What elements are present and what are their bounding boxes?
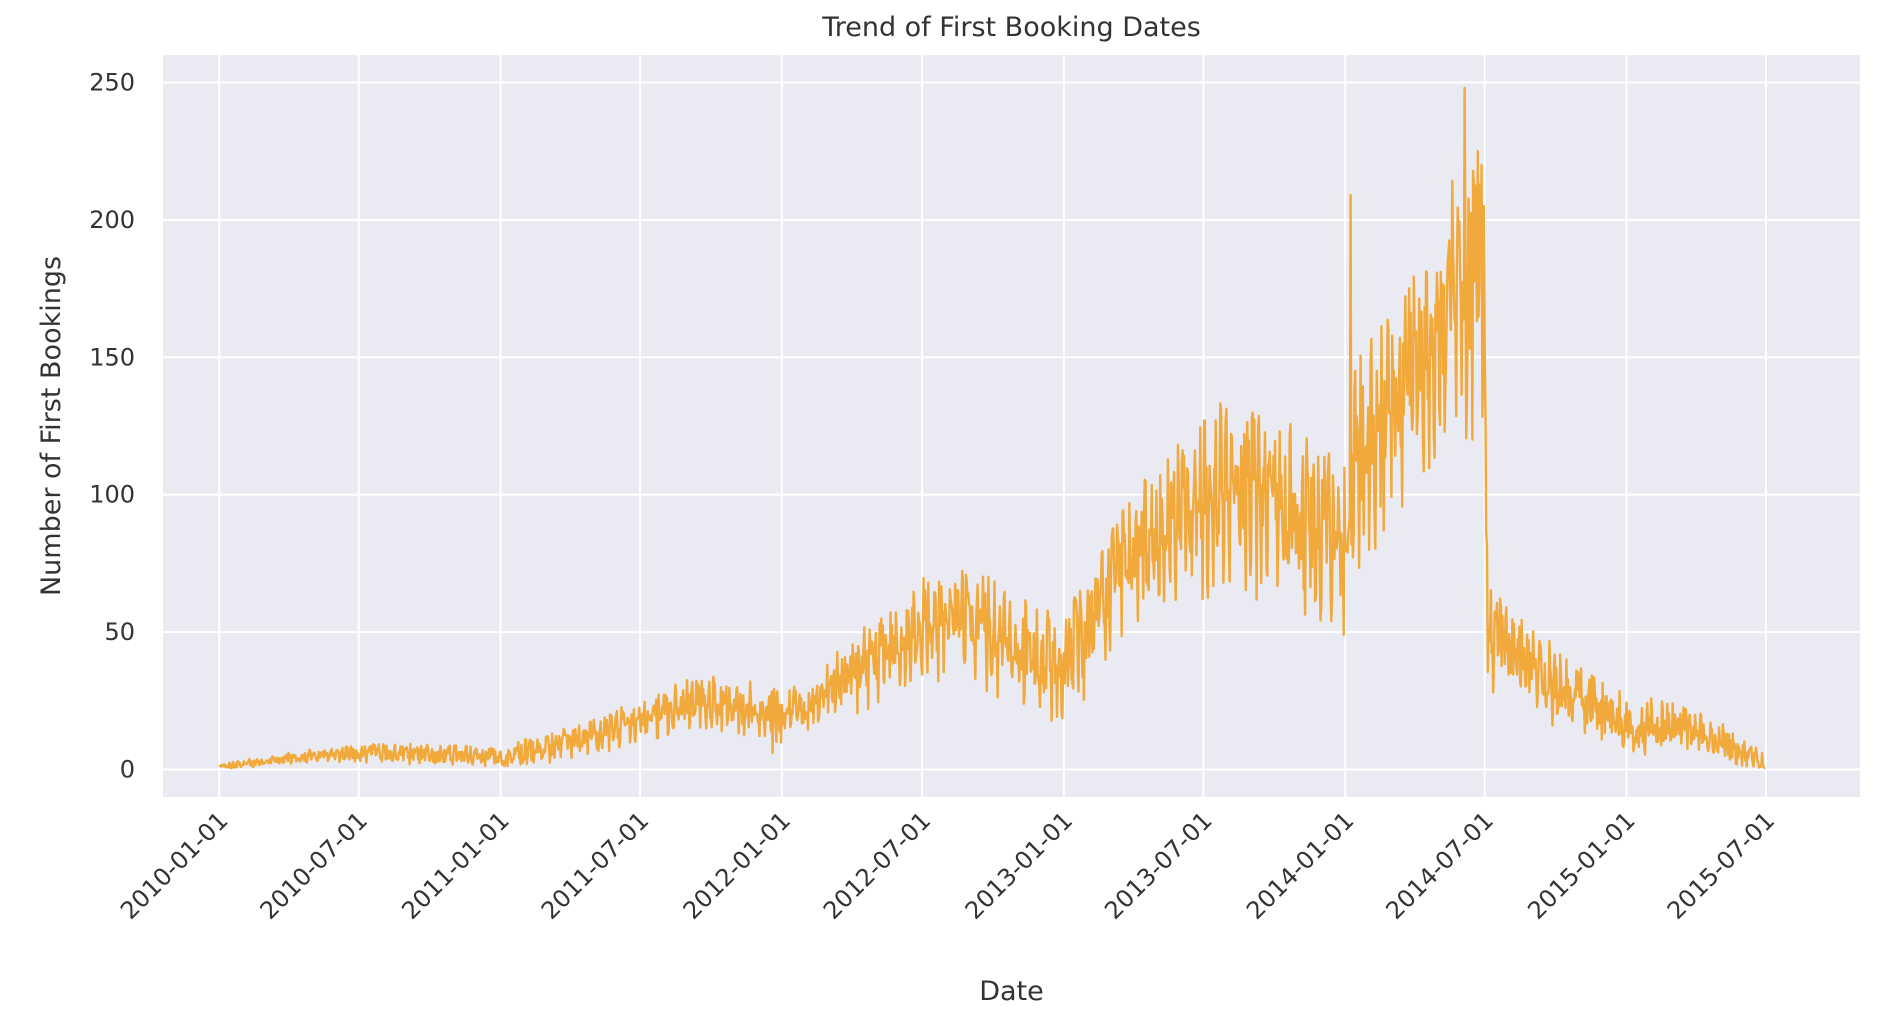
x-tick-label-2011-01-01: 2011-01-01 [396,806,514,924]
x-axis-title: Date [979,976,1044,1007]
y-tick-labels: 0 50 100 150 200 250 [89,68,135,783]
x-tick-label-2014-01-01: 2014-01-01 [1241,806,1359,924]
y-tick-label-200: 200 [89,206,135,234]
chart-title: Trend of First Booking Dates [821,12,1201,43]
x-tick-label-2011-07-01: 2011-07-01 [536,806,654,924]
x-tick-label-2014-07-01: 2014-07-01 [1381,806,1499,924]
series-line-first-bookings [218,86,1766,770]
x-tick-labels: 2010-01-01 2010-07-01 2011-01-01 2011-07-01… [115,806,1780,924]
x-tick-label-2013-07-01: 2013-07-01 [1099,806,1217,924]
x-tick-label-2012-01-01: 2012-01-01 [678,806,796,924]
y-tick-label-0: 0 [120,756,135,784]
series-layer [218,86,1766,770]
y-axis-title: Number of First Bookings [36,256,67,596]
y-tick-label-150: 150 [89,343,135,371]
x-tick-label-2015-01-01: 2015-01-01 [1522,806,1640,924]
x-tick-label-2012-07-01: 2012-07-01 [818,806,936,924]
x-tick-label-2015-07-01: 2015-07-01 [1662,806,1780,924]
x-tick-label-2010-07-01: 2010-07-01 [255,806,373,924]
y-tick-label-100: 100 [89,481,135,509]
plot-background [163,55,1860,797]
y-tick-label-250: 250 [89,68,135,96]
x-tick-label-2013-01-01: 2013-01-01 [960,806,1078,924]
x-tick-label-2010-01-01: 2010-01-01 [115,806,233,924]
y-tick-label-50: 50 [104,618,135,646]
